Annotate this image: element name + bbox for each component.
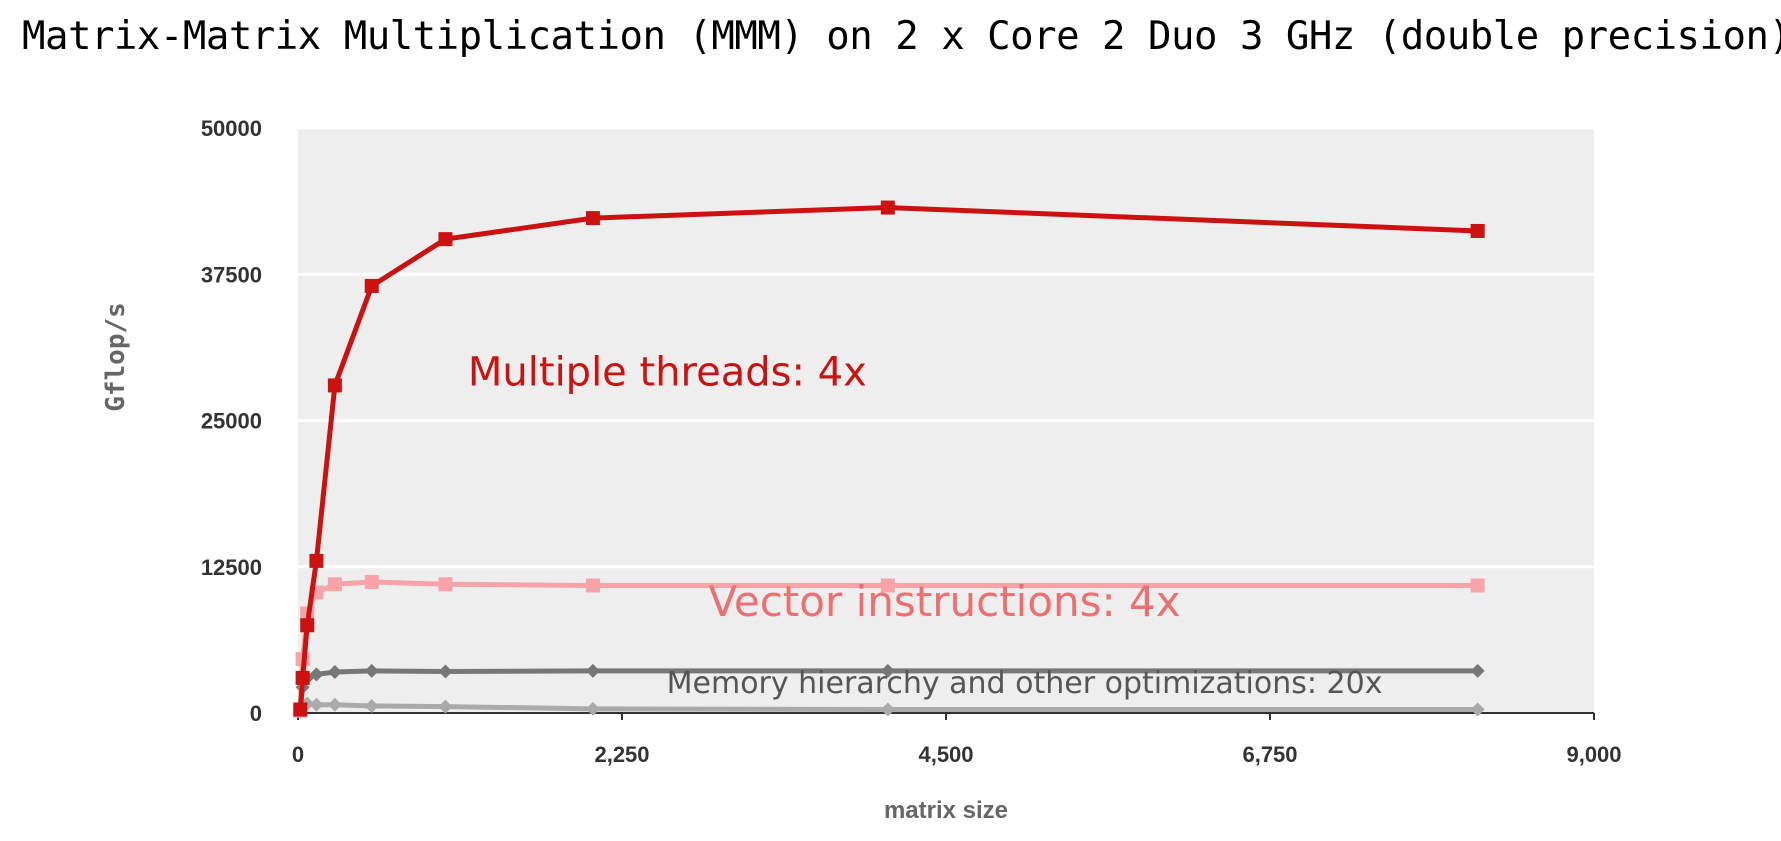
- annotations: Multiple threads: 4x Vector instructions:…: [468, 349, 1383, 701]
- x-tick-label-0: 0: [292, 742, 304, 767]
- y-axis-label: Gflop/s: [101, 302, 131, 412]
- series-group: [293, 200, 1485, 719]
- series-3-point-4: [327, 697, 342, 712]
- series-2-point-8: [880, 663, 895, 678]
- series-1-point-6: [438, 577, 453, 592]
- series-3-point-9: [1470, 702, 1485, 717]
- series-3-point-8: [880, 702, 895, 717]
- series-2-point-3: [309, 667, 324, 682]
- series-3-point-3: [309, 697, 324, 712]
- x-axis-label: matrix size: [884, 797, 1008, 824]
- series-0-point-5: [364, 278, 379, 293]
- chart-title: Matrix-Matrix Multiplication (MMM) on 2 …: [22, 14, 1781, 59]
- series-0-point-8: [880, 200, 895, 215]
- x-tick-label-1: 2,250: [594, 742, 649, 767]
- annotation-0: Multiple threads: 4x: [468, 349, 867, 395]
- annotation-1: Vector instructions: 4x: [708, 577, 1180, 626]
- annotation-2: Memory hierarchy and other optimizations…: [667, 666, 1383, 701]
- series-1-point-9: [1470, 578, 1485, 593]
- x-tick-label-4: 9,000: [1566, 742, 1621, 767]
- series-1-point-5: [364, 574, 379, 589]
- axes: [297, 712, 1595, 720]
- series-0-point-4: [327, 378, 342, 393]
- series-0-point-6: [438, 232, 453, 247]
- series-2-point-5: [364, 663, 379, 678]
- series-2-point-6: [438, 664, 453, 679]
- series-0-point-7: [585, 211, 600, 226]
- y-tick-label-1: 12500: [201, 555, 262, 580]
- series-1-point-8: [880, 578, 895, 593]
- series-0-line: [297, 205, 1481, 712]
- series-0-point-0: [293, 702, 308, 717]
- y-tick-label-2: 25000: [201, 409, 262, 434]
- series-3-point-5: [364, 698, 379, 713]
- tick-labels: 0 12500 25000 37500 50000 0 2,250 4,500 6,750 9,0…: [201, 116, 1622, 767]
- series-2-point-4: [327, 665, 342, 680]
- series-0-point-9: [1470, 223, 1485, 238]
- y-tick-label-4: 50000: [201, 116, 262, 141]
- series-2-point-7: [585, 663, 600, 678]
- series-3-point-7: [585, 701, 600, 716]
- series-3-point-6: [438, 699, 453, 714]
- series-0-point-1: [295, 670, 310, 685]
- series-2-point-9: [1470, 663, 1485, 678]
- y-tick-label-3: 37500: [201, 262, 262, 287]
- series-0: [293, 200, 1485, 717]
- y-tick-label-0: 0: [250, 701, 262, 726]
- series-0-point-2: [300, 618, 315, 633]
- grid-lines: [298, 126, 1594, 569]
- x-tick-label-2: 4,500: [918, 742, 973, 767]
- series-1-point-7: [585, 578, 600, 593]
- series-0-point-3: [309, 553, 324, 568]
- x-tick-label-3: 6,750: [1242, 742, 1297, 767]
- series-1-point-4: [327, 577, 342, 592]
